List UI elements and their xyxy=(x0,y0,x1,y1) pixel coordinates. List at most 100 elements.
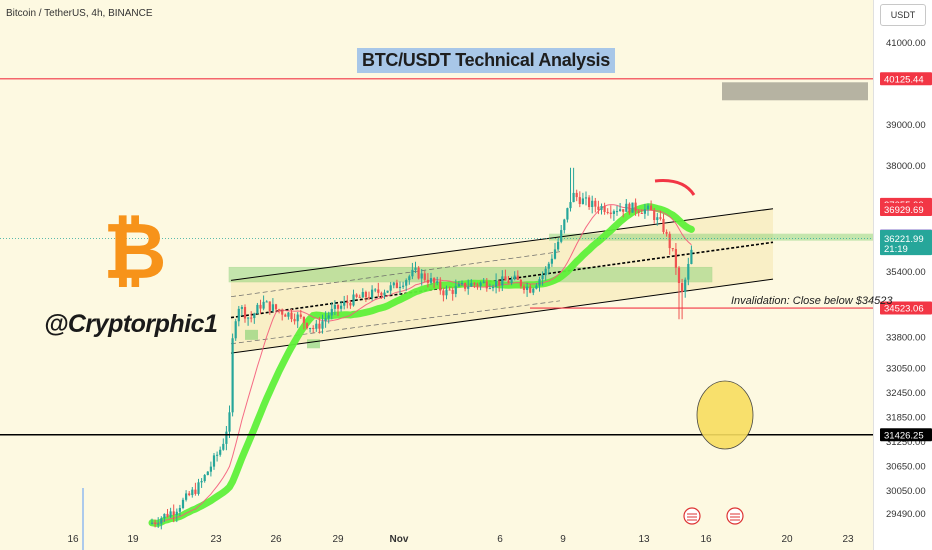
candle-body xyxy=(665,231,668,234)
candle-body xyxy=(265,301,268,303)
candle-body xyxy=(209,466,212,472)
candle-body xyxy=(411,269,414,277)
candle-body xyxy=(392,282,395,286)
date-tick-label: Nov xyxy=(390,534,409,545)
candle-body xyxy=(225,431,228,444)
candle-body xyxy=(169,511,172,517)
candle-body xyxy=(563,219,566,231)
candle-body xyxy=(429,278,433,283)
candle-body xyxy=(578,197,581,204)
candle-body xyxy=(247,317,250,319)
date-tick-label: 23 xyxy=(210,534,222,545)
moving-average-green xyxy=(148,203,695,527)
us-flag-icon[interactable] xyxy=(726,507,744,525)
candle-body xyxy=(154,522,157,524)
demand-zone-small xyxy=(307,339,320,349)
author-handle: @Cryptorphic1 xyxy=(44,310,218,338)
candle-body xyxy=(191,489,194,496)
candle-body xyxy=(454,286,457,294)
candle-body xyxy=(405,280,408,286)
candle-body xyxy=(367,297,371,299)
candle-body xyxy=(612,211,615,214)
candle-body xyxy=(274,304,278,310)
candle-body xyxy=(327,315,330,319)
candle-body xyxy=(491,286,495,289)
candle-body xyxy=(312,327,315,329)
date-tick-label: 19 xyxy=(127,534,139,545)
candle-body xyxy=(219,449,222,455)
candle-body xyxy=(299,314,302,317)
price-axis[interactable] xyxy=(873,0,932,550)
date-tick-label: 23 xyxy=(842,534,854,545)
candle-body xyxy=(591,200,594,208)
candle-body xyxy=(566,208,569,220)
candle-body xyxy=(163,513,166,519)
target-zone xyxy=(722,82,868,101)
candle-body xyxy=(470,283,473,287)
candle-body xyxy=(485,281,488,289)
candle-body xyxy=(402,285,405,287)
candle-body xyxy=(395,282,398,289)
candle-body xyxy=(417,267,420,279)
candle-body xyxy=(473,283,476,285)
candle-body xyxy=(290,312,293,320)
candle-body xyxy=(659,217,662,219)
candle-body xyxy=(476,284,479,286)
candle-body xyxy=(181,499,185,508)
candle-body xyxy=(526,286,529,290)
us-flag-icon[interactable] xyxy=(683,507,701,525)
candle-body xyxy=(594,200,597,207)
candle-body xyxy=(194,489,197,494)
candle-body xyxy=(185,493,188,500)
candle-body xyxy=(510,279,513,284)
candle-body xyxy=(622,209,625,212)
candle-body xyxy=(237,308,240,322)
candle-body xyxy=(581,198,584,204)
candle-body xyxy=(178,507,181,512)
demand-zone xyxy=(228,266,713,283)
symbol-label: Bitcoin / TetherUS, 4h, BINANCE xyxy=(6,8,153,19)
candle-body xyxy=(467,286,470,289)
candle-body xyxy=(572,192,575,203)
candle-body xyxy=(535,285,538,289)
candle-body xyxy=(346,301,349,304)
candle-body xyxy=(188,493,191,496)
candle-body xyxy=(278,309,281,311)
candle-body xyxy=(628,203,631,213)
date-tick-label: 6 xyxy=(497,534,503,545)
candle-body xyxy=(656,217,659,221)
candle-body xyxy=(374,289,377,291)
candle-body xyxy=(681,283,684,292)
us-flag-stripes xyxy=(730,513,740,521)
candle-body xyxy=(293,319,296,322)
candle-body xyxy=(460,282,464,285)
candle-body xyxy=(361,291,364,298)
candle-body xyxy=(355,294,358,297)
candle-body xyxy=(464,282,467,289)
date-tick-label: 29 xyxy=(332,534,344,545)
candle-body xyxy=(569,202,572,209)
currency-selector[interactable]: USDT xyxy=(880,4,926,26)
candle-body xyxy=(507,280,510,284)
candle-body xyxy=(501,276,504,286)
candle-body xyxy=(302,316,305,323)
candle-body xyxy=(643,209,646,214)
candle-body xyxy=(575,192,578,198)
candle-body xyxy=(243,307,247,319)
candle-body xyxy=(305,322,309,329)
candle-body xyxy=(166,513,169,517)
candle-body xyxy=(408,276,411,281)
supply-flip-zone xyxy=(549,233,873,241)
candle-body xyxy=(671,248,674,250)
candle-body xyxy=(426,279,429,283)
candle-body xyxy=(420,273,423,279)
candle-body xyxy=(259,304,262,309)
us-flag-stripes xyxy=(687,513,697,521)
candle-body xyxy=(445,289,448,296)
candle-body xyxy=(281,310,284,315)
candle-body xyxy=(253,313,256,319)
candle-body xyxy=(256,304,259,314)
candle-body xyxy=(330,308,333,316)
candle-body xyxy=(287,312,290,317)
